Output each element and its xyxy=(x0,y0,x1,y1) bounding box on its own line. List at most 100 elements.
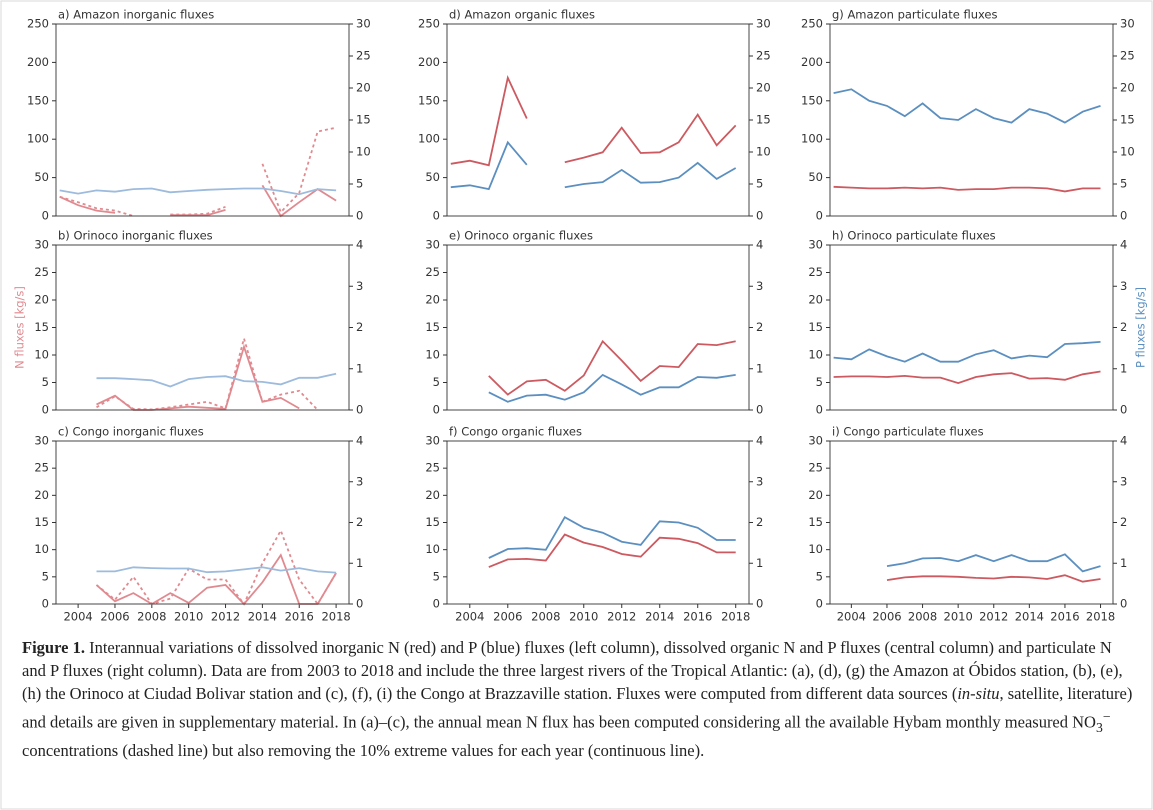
y2-tick-label: 1 xyxy=(756,361,763,375)
x-tick-label: 2006 xyxy=(493,610,522,624)
y-tick-label: 10 xyxy=(808,348,823,362)
y2-tick-label: 4 xyxy=(1120,238,1127,252)
y-tick-label: 10 xyxy=(425,542,440,556)
y-tick-label: 15 xyxy=(808,515,823,529)
panel-title: e) Orinoco organic fluxes xyxy=(449,229,593,243)
panel-title: i) Congo particulate fluxes xyxy=(832,425,984,439)
y2-tick-label: 3 xyxy=(756,279,763,293)
y-tick-label: 250 xyxy=(418,17,440,31)
y2-tick-label: 2 xyxy=(356,515,363,529)
y2-tick-label: 2 xyxy=(1120,320,1127,334)
series-line xyxy=(59,126,337,217)
x-tick-label: 2018 xyxy=(1086,610,1115,624)
y-tick-label: 0 xyxy=(42,209,49,223)
series-line xyxy=(833,341,1101,363)
series-line xyxy=(59,184,337,218)
caption-label: Figure 1. xyxy=(22,638,85,657)
series-line xyxy=(488,515,736,559)
y-tick-label: 10 xyxy=(425,348,440,362)
y2-tick-label: 1 xyxy=(1120,361,1127,375)
x-tick-label: 2006 xyxy=(100,610,129,624)
y-tick-label: 50 xyxy=(808,170,823,184)
y2-tick-label: 0 xyxy=(1120,403,1127,417)
axes-frame xyxy=(446,440,750,605)
axes-frame xyxy=(446,244,750,411)
y2-tick-label: 3 xyxy=(756,474,763,488)
y-tick-label: 100 xyxy=(418,132,440,146)
axes-frame xyxy=(55,244,350,411)
series-line xyxy=(450,75,737,167)
axes-frame xyxy=(829,244,1114,411)
y2-tick-label: 25 xyxy=(356,49,371,63)
y-tick-label: 5 xyxy=(433,375,440,389)
caption-sup: − xyxy=(1102,709,1111,724)
y2-tick-label: 2 xyxy=(756,320,763,334)
y-tick-label: 150 xyxy=(418,93,440,107)
y2-tick-label: 0 xyxy=(756,597,763,611)
caption-text: Interannual variations of dissolved inor… xyxy=(22,638,1123,703)
x-tick-label: 2016 xyxy=(1050,610,1079,624)
x-tick-label: 2004 xyxy=(455,610,484,624)
y-tick-label: 0 xyxy=(42,403,49,417)
series-line xyxy=(450,140,737,191)
y-tick-label: 20 xyxy=(34,488,49,502)
x-tick-label: 2012 xyxy=(979,610,1008,624)
y2-tick-label: 4 xyxy=(756,238,763,252)
y2-tick-label: 0 xyxy=(1120,209,1127,223)
y-tick-label: 15 xyxy=(425,515,440,529)
y2-tick-label: 1 xyxy=(356,361,363,375)
caption: Figure 1. Interannual variations of diss… xyxy=(22,636,1134,762)
y-tick-label: 0 xyxy=(816,209,823,223)
y-tick-label: 5 xyxy=(433,569,440,583)
y2-tick-label: 10 xyxy=(1120,145,1135,159)
panel-title: c) Congo inorganic fluxes xyxy=(58,425,204,439)
panel-title: g) Amazon particulate fluxes xyxy=(832,8,998,22)
y2-tick-label: 5 xyxy=(1120,177,1127,191)
panel-title: d) Amazon organic fluxes xyxy=(449,8,595,22)
y-tick-label: 0 xyxy=(816,597,823,611)
y-tick-label: 30 xyxy=(808,434,823,448)
caption-text: in-situ xyxy=(957,684,1000,703)
x-tick-label: 2018 xyxy=(721,610,750,624)
y2-tick-label: 0 xyxy=(756,403,763,417)
y-tick-label: 250 xyxy=(801,17,823,31)
y-tick-label: 200 xyxy=(27,55,49,69)
y-tick-label: 25 xyxy=(425,461,440,475)
series-line xyxy=(59,187,337,196)
y2-tick-label: 4 xyxy=(1120,434,1127,448)
axes-frame xyxy=(446,23,750,217)
y-tick-label: 5 xyxy=(816,375,823,389)
y-tick-label: 0 xyxy=(433,209,440,223)
series-line xyxy=(886,574,1101,583)
y2-tick-label: 3 xyxy=(1120,279,1127,293)
y2-tick-label: 30 xyxy=(756,17,771,31)
y2-tick-label: 1 xyxy=(356,556,363,570)
y2-tick-label: 2 xyxy=(356,320,363,334)
x-tick-label: 2010 xyxy=(569,610,598,624)
y-tick-label: 30 xyxy=(34,434,49,448)
panel-title: h) Orinoco particulate fluxes xyxy=(832,229,996,243)
series-line xyxy=(833,88,1101,124)
y2-tick-label: 4 xyxy=(356,434,363,448)
y2-tick-label: 1 xyxy=(756,556,763,570)
y-tick-label: 0 xyxy=(433,403,440,417)
y-tick-label: 25 xyxy=(34,265,49,279)
y2-tick-label: 4 xyxy=(356,238,363,252)
x-tick-label: 2016 xyxy=(285,610,314,624)
x-tick-label: 2014 xyxy=(248,610,277,624)
y2-tick-label: 15 xyxy=(756,113,771,127)
y-tick-label: 20 xyxy=(34,293,49,307)
y2-tick-label: 0 xyxy=(356,403,363,417)
y-tick-label: 150 xyxy=(27,93,49,107)
y-tick-label: 10 xyxy=(34,542,49,556)
series-line xyxy=(95,553,337,606)
y-tick-label: 0 xyxy=(433,597,440,611)
x-tick-label: 2010 xyxy=(944,610,973,624)
y-tick-label: 25 xyxy=(34,461,49,475)
y2-tick-label: 3 xyxy=(356,279,363,293)
y2-tick-label: 3 xyxy=(356,474,363,488)
x-tick-label: 2014 xyxy=(645,610,674,624)
x-tick-label: 2012 xyxy=(211,610,240,624)
y-tick-label: 30 xyxy=(425,434,440,448)
